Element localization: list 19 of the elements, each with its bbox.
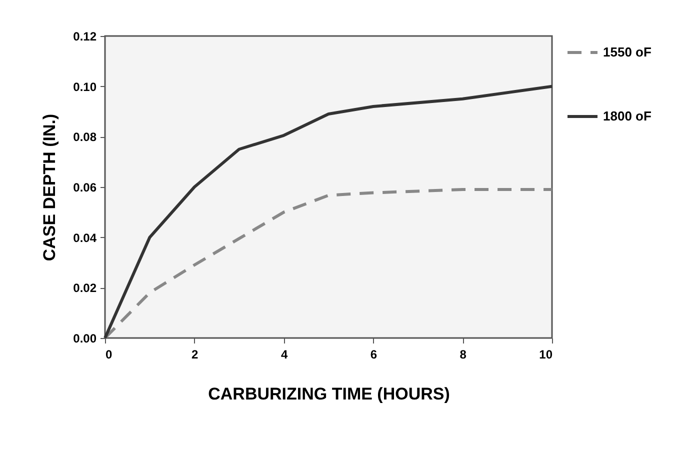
y-axis-title: CASE DEPTH (IN.) — [40, 114, 60, 262]
line-series — [104, 188, 554, 340]
line-series — [104, 84, 554, 340]
x-tick-label: 6 — [370, 348, 378, 362]
x-tick-label: 4 — [280, 348, 288, 362]
x-tick-label: 2 — [192, 348, 199, 362]
y-tick-label: 0.08 — [73, 130, 97, 144]
x-axis-title: CARBURIZING TIME (HOURS) — [208, 384, 450, 404]
y-tick-label: 0.02 — [73, 281, 97, 296]
y-tick-label: 0.12 — [73, 30, 97, 44]
legend-label: 1800 oF — [603, 108, 652, 124]
x-tick-label: 0 — [106, 348, 112, 362]
y-tick-label: 0.10 — [73, 80, 97, 94]
y-tick-label: 0.06 — [73, 180, 97, 194]
legend-label: 1550 oF — [603, 44, 652, 60]
x-tick-label: 10 — [539, 348, 553, 362]
y-tick-label: 0.00 — [73, 332, 97, 346]
x-tick-label: 8 — [460, 348, 467, 362]
y-tick-label: 0.04 — [73, 230, 97, 245]
